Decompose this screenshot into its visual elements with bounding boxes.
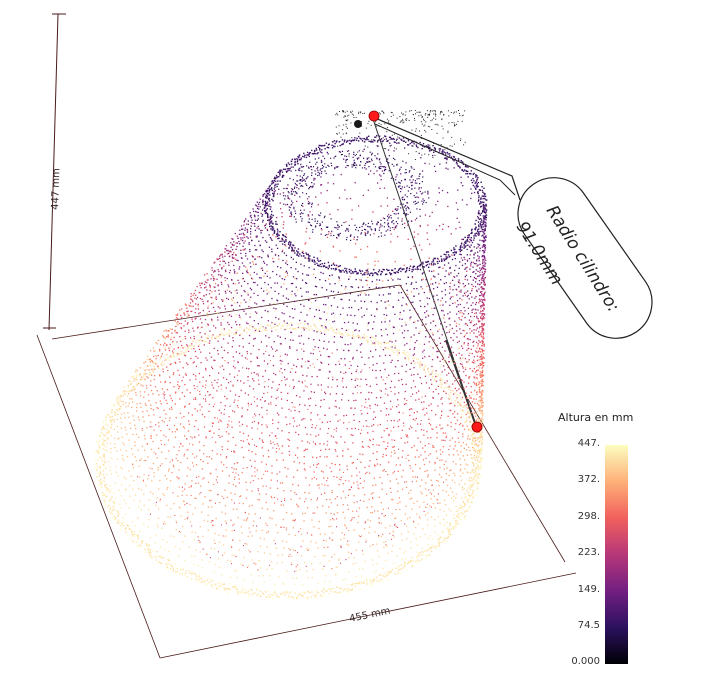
colorbar-tick: 0.000 [571, 656, 600, 667]
base-plane [36, 115, 577, 659]
point-cloud [94, 110, 488, 600]
colorbar-tick: 74.5 [577, 620, 600, 631]
callout-bubble [517, 177, 653, 339]
colorbar [605, 445, 628, 664]
width-dimension-label: 455 mm [348, 605, 391, 624]
colorbar-tick: 372. [577, 474, 600, 485]
colorbar-tick: 447. [577, 438, 600, 449]
colorbar-tick: 223. [577, 547, 600, 558]
colorbar-title: Altura en mm [558, 411, 634, 424]
dark-marker [354, 120, 362, 128]
colorbar-tick: 149. [577, 584, 600, 595]
height-dimension: 447 mm [43, 13, 66, 331]
height-dimension-label: 447 mm [50, 168, 62, 210]
bottom-marker [471, 421, 483, 433]
top-marker [368, 110, 380, 122]
colorbar-tick: 298. [577, 511, 600, 522]
